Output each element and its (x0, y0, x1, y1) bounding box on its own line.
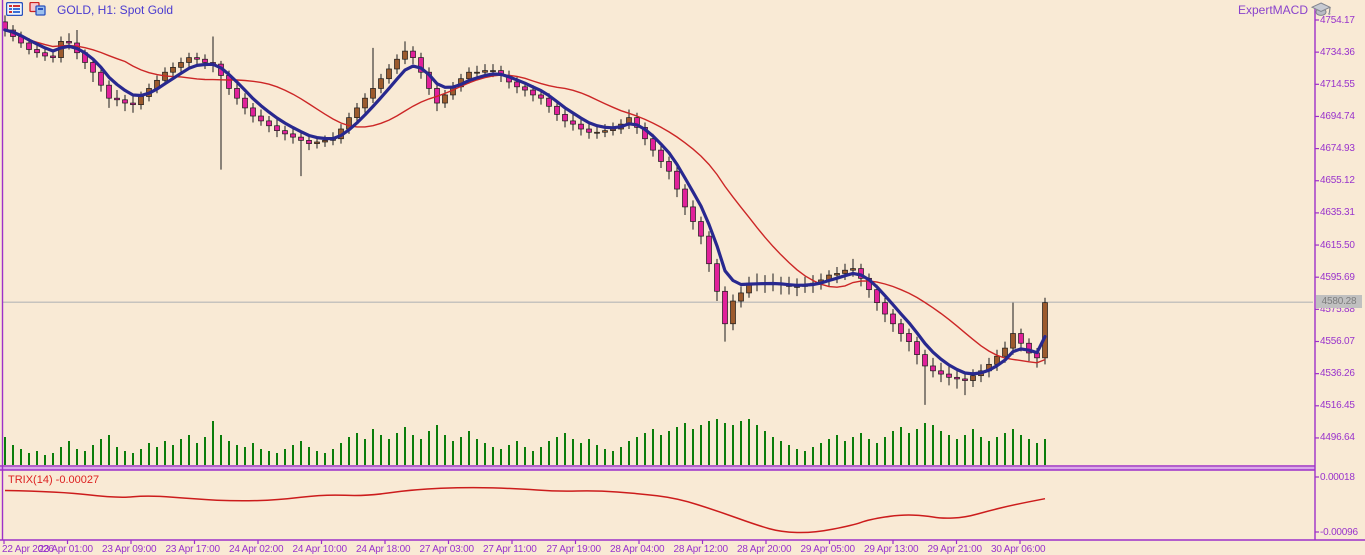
time-axis-label: 24 Apr 18:00 (356, 544, 411, 555)
time-axis-label: 23 Apr 09:00 (102, 544, 157, 555)
chart-toolbar (5, 1, 46, 21)
time-axis-label: 29 Apr 13:00 (864, 544, 919, 555)
price-axis-label: 4754.17 (1320, 14, 1355, 26)
price-axis-label: 4694.74 (1320, 110, 1355, 122)
time-axis-label: 28 Apr 12:00 (673, 544, 729, 555)
time-axis-label: 28 Apr 20:00 (737, 544, 792, 555)
time-axis-label: 29 Apr 05:00 (800, 544, 856, 555)
trix-axis-label: 0.00018 (1320, 471, 1355, 483)
time-axis-label: 27 Apr 03:00 (419, 544, 475, 555)
price-axis-label: 4595.69 (1320, 271, 1355, 283)
price-axis-label: 4536.26 (1320, 368, 1355, 380)
trix-axis-label: -0.00096 (1320, 526, 1358, 538)
expert-name-label: ExpertMACD (1237, 3, 1308, 17)
panel-separator (0, 467, 1315, 470)
fast-ma-line (3, 28, 1047, 376)
chart-title: GOLD, H1: Spot Gold (57, 3, 174, 17)
time-axis-label: 29 Apr 21:00 (927, 544, 983, 555)
time-axis-label: 27 Apr 19:00 (546, 544, 602, 555)
time-axis-label: 27 Apr 11:00 (483, 544, 537, 555)
trix-indicator-label: TRIX(14) -0.00027 (8, 474, 100, 486)
indicator-window-icon[interactable] (29, 1, 46, 21)
expert-cap-icon[interactable] (1310, 1, 1333, 23)
chart-properties-icon[interactable] (5, 1, 24, 21)
price-axis-label: 4674.93 (1320, 143, 1355, 155)
time-axis-label: 23 Apr 17:00 (165, 544, 221, 555)
axis-ticks (3, 19, 1319, 544)
price-axis-label: 4556.07 (1320, 335, 1355, 347)
time-axis-label: 28 Apr 04:00 (610, 544, 665, 555)
trix-line (4, 486, 1046, 534)
price-axis-label: 4635.31 (1320, 207, 1355, 219)
price-axis-label: 4496.64 (1320, 432, 1355, 444)
price-axis-label: 4714.55 (1320, 78, 1355, 90)
price-axis-label: 4734.36 (1320, 46, 1355, 58)
slow-ma-line (4, 29, 1046, 364)
time-axis-label: 22 Apr 2026 (2, 544, 54, 555)
time-axis-label: 30 Apr 06:00 (991, 544, 1046, 555)
price-axis-label: 4516.45 (1320, 400, 1355, 412)
bear-candles (2, 21, 1040, 381)
time-axis-label: 24 Apr 10:00 (292, 544, 348, 555)
price-axis-label: 4615.50 (1320, 239, 1355, 251)
current-price-tag: 4580.28 (1316, 295, 1362, 308)
time-axis-label: 23 Apr 01:00 (38, 544, 94, 555)
volume-bars (4, 419, 1046, 465)
candle-wicks (4, 15, 1046, 405)
time-axis-label: 24 Apr 02:00 (229, 544, 284, 555)
price-axis-label: 4655.12 (1320, 175, 1355, 187)
price-axis-label: 4575.88 (1320, 303, 1355, 315)
